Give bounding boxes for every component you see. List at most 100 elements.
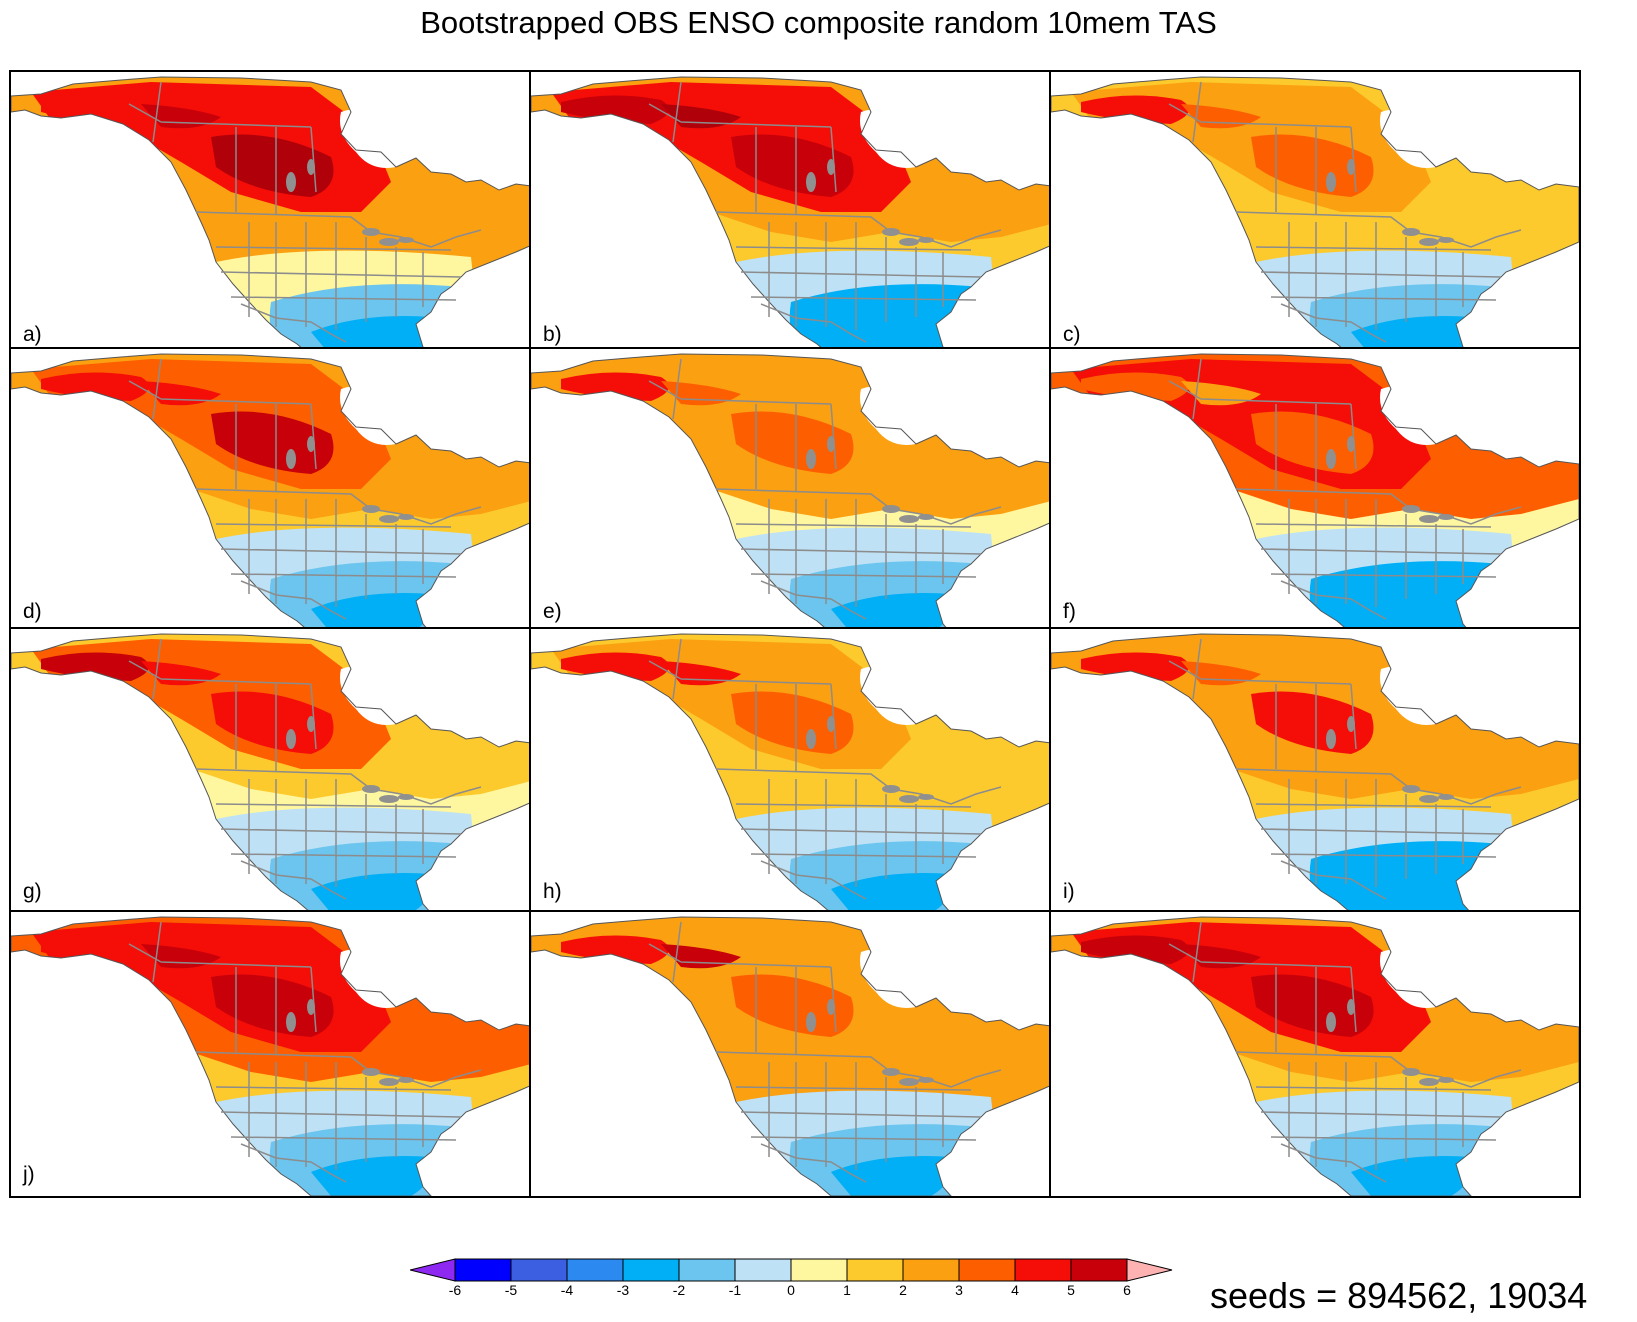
anomaly-region-prairies <box>1251 691 1374 754</box>
anomaly-region-prairies <box>211 411 334 474</box>
colorbar-tick-label: -1 <box>729 1282 742 1297</box>
national-border <box>152 921 482 1088</box>
province-borders <box>1168 380 1357 491</box>
anomaly-region-prairies <box>211 974 334 1037</box>
national-border <box>1192 358 1522 525</box>
lake <box>918 514 934 520</box>
map-panel: i) <box>1049 627 1581 915</box>
map-panel: j) <box>9 910 541 1198</box>
arctic-archipelago <box>891 912 1059 952</box>
us-mexico-border <box>760 1143 867 1183</box>
anomaly-region-prairies <box>1251 974 1374 1037</box>
colorbar-box <box>734 1258 792 1282</box>
state-borders <box>1255 1062 1502 1170</box>
map-panel <box>529 910 1061 1198</box>
province-borders <box>1168 943 1357 1054</box>
lake <box>362 1068 380 1076</box>
national-border <box>1192 921 1522 1088</box>
province-borders <box>648 943 837 1054</box>
colorbar-tick-label: -2 <box>673 1282 686 1297</box>
map-panel: e) <box>529 347 1061 635</box>
anomaly-region-gulf-coast <box>311 873 432 913</box>
lake <box>1402 228 1420 236</box>
lake <box>398 1077 414 1083</box>
lake <box>827 436 835 452</box>
us-mexico-border <box>240 303 347 343</box>
hudson-bay <box>1380 948 1448 1008</box>
hudson-bay <box>860 385 928 445</box>
state-borders <box>1255 222 1502 330</box>
arctic-archipelago <box>1411 912 1579 952</box>
lake <box>1326 729 1336 749</box>
hudson-bay <box>860 665 928 725</box>
anomaly-region-alaska <box>41 935 149 964</box>
lake <box>1326 1012 1336 1032</box>
anomaly-region-gulf-coast <box>1351 873 1472 913</box>
lake <box>307 716 315 732</box>
coastline <box>1051 916 1579 1196</box>
lake <box>379 238 399 246</box>
lake <box>899 1078 919 1086</box>
us-mexico-border <box>1280 1143 1387 1183</box>
lake <box>827 999 835 1015</box>
anomaly-region-alaska <box>1081 652 1189 681</box>
anomaly-region-alaska <box>1081 935 1189 964</box>
lake <box>918 1077 934 1083</box>
state-borders <box>215 499 462 607</box>
colorbar-box <box>510 1258 568 1282</box>
coastline <box>11 916 539 1196</box>
lake <box>1347 716 1355 732</box>
colorbar-tick-label: 6 <box>1123 1282 1131 1297</box>
lake <box>286 729 296 749</box>
anomaly-region-alaska <box>1081 372 1189 401</box>
anomaly-region-prairies <box>211 691 334 754</box>
hudson-bay <box>340 665 408 725</box>
colorbar-box <box>454 1258 512 1282</box>
anomaly-region-prairies <box>731 411 854 474</box>
province-borders <box>648 380 837 491</box>
colorbar-tick-label: 5 <box>1067 1282 1075 1297</box>
state-borders <box>735 779 982 887</box>
map-panel: c) <box>1049 70 1581 358</box>
panel-label: c) <box>1063 323 1081 346</box>
panel-label: i) <box>1063 880 1075 903</box>
national-border <box>152 358 482 525</box>
lake <box>1402 785 1420 793</box>
anomaly-region-alaska <box>561 935 669 964</box>
colorbar-box <box>958 1258 1016 1282</box>
colorbar-tick-label: -6 <box>449 1282 462 1297</box>
anomaly-region-gulf-coast <box>311 1156 432 1196</box>
colorbar-tick-label: 1 <box>843 1282 851 1297</box>
panel-label: g) <box>23 880 42 903</box>
lake <box>1438 514 1454 520</box>
lake <box>1326 172 1336 192</box>
panel-label: h) <box>543 880 562 903</box>
colorbar: -6 -5 -4 -3 -2 -1 0 1 2 3 4 5 6 <box>410 1258 1173 1297</box>
lake <box>379 795 399 803</box>
arctic-archipelago <box>371 629 539 669</box>
national-border <box>672 638 1002 805</box>
hudson-bay <box>340 948 408 1008</box>
state-borders <box>215 222 462 330</box>
anomaly-region-gulf-coast <box>831 1156 952 1196</box>
hudson-bay <box>340 385 408 445</box>
temperature-map <box>11 349 539 633</box>
state-borders <box>735 222 982 330</box>
anomaly-region-gulf-coast <box>311 593 432 633</box>
lake <box>1419 238 1439 246</box>
us-mexico-border <box>1280 860 1387 900</box>
anomaly-region-alaska <box>561 372 669 401</box>
colorbar-box <box>1014 1258 1072 1282</box>
lake <box>1419 795 1439 803</box>
province-borders <box>1168 660 1357 771</box>
lake <box>882 1068 900 1076</box>
lake <box>882 228 900 236</box>
map-panel: d) <box>9 347 541 635</box>
map-panel: a) <box>9 70 541 358</box>
hudson-bay <box>1380 665 1448 725</box>
temperature-map <box>531 349 1059 633</box>
anomaly-region-gulf-coast <box>831 593 952 633</box>
coastline <box>1051 633 1579 913</box>
lake <box>307 436 315 452</box>
province-borders <box>128 380 317 491</box>
